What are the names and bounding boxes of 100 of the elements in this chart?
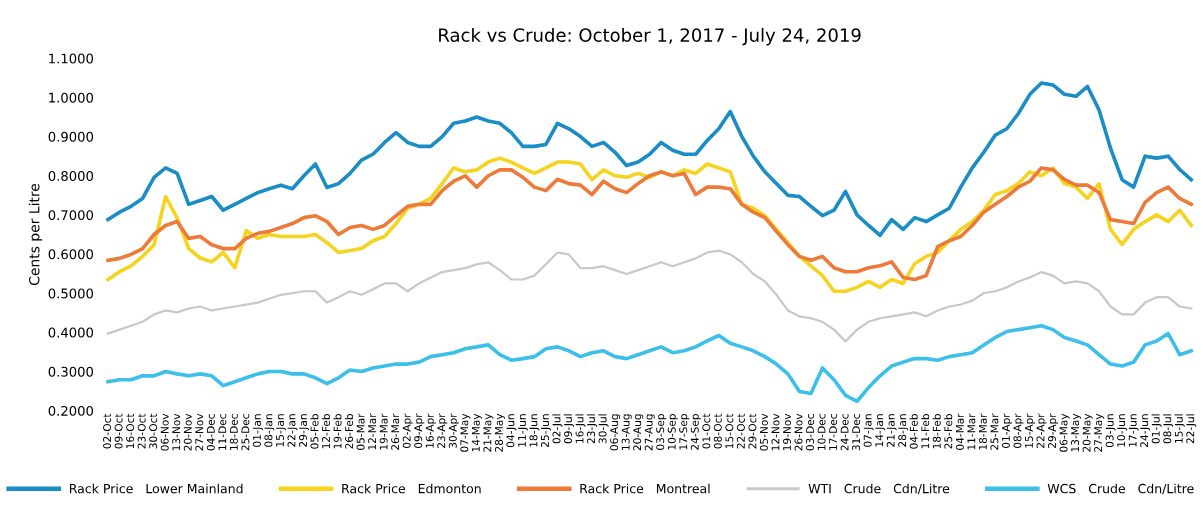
line-series: [106, 249, 1193, 343]
x-tick-label: 21-Jan: [886, 414, 897, 447]
x-tick-label: 26-Mar: [391, 413, 400, 450]
x-tick-label: 06-May: [1059, 413, 1070, 452]
x-tick-label: 29-Apr: [1048, 413, 1059, 448]
x-tick-label: 19-Feb: [333, 414, 342, 449]
x-tick-label: 29-Jan: [298, 414, 309, 447]
x-tick-label: 13-Aug: [621, 414, 632, 450]
x-tick-label: 08-Jul: [1163, 414, 1174, 444]
x-tick-label: 10-Jun: [1117, 414, 1128, 447]
x-tick-label: 30-Apr: [448, 413, 459, 448]
x-tick-label: 13-Nov: [172, 413, 181, 451]
x-tick-label: 09-Apr: [414, 413, 425, 449]
x-tick-label: 08-Oct: [713, 413, 722, 449]
x-tick-label: 22-Apr: [1036, 413, 1047, 448]
x-tick-label: 11-Feb: [921, 414, 930, 449]
x-tick-label: 18-Feb: [932, 414, 941, 449]
x-tick-label: 01-Oct: [702, 413, 711, 449]
x-tick-label: 01-Jul: [1151, 414, 1162, 444]
x-tick-label: 11-Dec: [218, 414, 227, 450]
x-tick-label: 25-Feb: [944, 414, 953, 449]
x-tick-label: 08-Jan: [264, 414, 275, 447]
y-axis-title: Cents per Litre: [28, 183, 43, 286]
x-tick-label: 16-Jul: [575, 414, 586, 443]
x-tick-label: 17-Dec: [829, 414, 838, 450]
x-tick-label: 28-Jan: [898, 414, 909, 447]
y-tick-label: 0.6000: [48, 249, 94, 260]
x-tick-label: 12-Nov: [771, 413, 780, 451]
x-tick-label: 02-Apr: [402, 413, 413, 449]
y-tick-label: 0.3000: [48, 366, 94, 377]
x-tick-label: 03-Jun: [1105, 414, 1116, 448]
x-tick-label: 23-Jul: [586, 414, 598, 444]
y-tick-label: 0.8000: [48, 170, 94, 181]
y-tick-label: 0.9000: [48, 131, 94, 142]
x-tick-label: 04-Jun: [506, 414, 517, 448]
x-tick-label: 06-Nov: [160, 413, 169, 451]
legend-label: Rack Price Edmonton: [342, 483, 481, 494]
x-tick-label: 02-Oct: [103, 413, 112, 449]
x-tick-label: 10-Dec: [817, 414, 826, 450]
x-tick-label: 25-Mar: [990, 413, 999, 450]
x-tick-label: 01-Jan: [252, 414, 263, 447]
y-tick-label: 1.1000: [49, 53, 94, 64]
legend-label: Rack Price Montreal: [580, 483, 710, 494]
x-tick-label: 02-Jul: [552, 414, 563, 444]
x-tick-label: 01-Apr: [1001, 413, 1012, 449]
x-tick-label: 07-Jan: [863, 414, 874, 447]
x-tick-label: 05-Feb: [310, 414, 319, 449]
x-tick-label: 21-May: [483, 413, 494, 452]
chart-title: Rack vs Crude: October 1, 2017 - July 24, 2019: [439, 27, 861, 46]
x-tick-label: 12-Mar: [368, 413, 377, 450]
x-tick-label: 15-Jul: [1174, 414, 1185, 443]
x-tick-label: 18-Jun: [529, 414, 540, 447]
x-tick-label: 12-Feb: [321, 414, 331, 449]
legend-label: WCS Crude Cdn/Litre: [1047, 483, 1194, 495]
legend-label: Rack Price Lower Mainland: [69, 483, 243, 494]
x-tick-label: 23-Oct: [137, 413, 146, 449]
x-tick-label: 20-Aug: [633, 414, 644, 451]
y-tick-label: 1.0000: [49, 92, 94, 103]
line-series: [106, 323, 1194, 404]
x-tick-label: 22-Oct: [736, 413, 745, 449]
line-series: [106, 166, 1194, 282]
x-tick-label: 04-Feb: [909, 414, 918, 449]
x-tick-label: 15-Jan: [276, 414, 286, 447]
x-tick-label: 18-Dec: [229, 414, 238, 450]
x-tick-label: 28-May: [494, 413, 505, 452]
x-tick-label: 20-May: [1082, 413, 1093, 452]
x-tick-label: 14-Jan: [875, 414, 886, 447]
x-tick-label: 16-Apr: [425, 413, 436, 448]
legend-label: WTI Crude Cdn/Litre: [808, 483, 950, 495]
x-tick-label: 26-Feb: [344, 414, 354, 449]
x-tick-label: 04-Mar: [955, 413, 964, 450]
x-tick-label: 15-Apr: [1025, 413, 1035, 448]
y-tick-label: 0.5000: [48, 288, 94, 299]
x-tick-label: 24-Sep: [690, 414, 701, 450]
y-tick-label: 0.7000: [48, 210, 94, 221]
x-tick-label: 17-Sep: [679, 414, 690, 450]
y-tick-label: 0.2000: [48, 405, 94, 416]
x-tick-label: 04-Dec: [206, 414, 215, 451]
x-tick-label: 22-Jan: [287, 414, 298, 447]
x-tick-label: 22-Jul: [1186, 414, 1197, 444]
x-tick-label: 14-May: [471, 413, 482, 452]
x-tick-label: 24-Jun: [1140, 414, 1151, 447]
x-tick-label: 13-May: [1071, 413, 1082, 452]
x-tick-label: 19-Mar: [379, 413, 388, 450]
x-tick-label: 26-Nov: [794, 413, 803, 451]
x-tick-label: 30-Jul: [598, 414, 609, 444]
x-tick-label: 24-Dec: [840, 414, 849, 451]
x-tick-label: 27-Aug: [644, 414, 655, 451]
x-tick-label: 05-Mar: [356, 413, 365, 450]
x-tick-label: 17-Jun: [1128, 414, 1139, 447]
x-tick-label: 18-Mar: [978, 413, 987, 450]
line-series: [106, 81, 1194, 238]
y-tick-label: 0.4000: [48, 327, 94, 338]
x-tick-label: 07-May: [460, 413, 471, 452]
x-tick-label: 06-Aug: [610, 414, 621, 451]
x-tick-label: 23-Apr: [437, 413, 448, 448]
x-tick-label: 15-Oct: [725, 413, 734, 449]
x-tick-label: 11-Jun: [518, 414, 528, 447]
x-tick-label: 27-May: [1094, 413, 1105, 452]
x-tick-label: 25-Jun: [540, 414, 551, 447]
